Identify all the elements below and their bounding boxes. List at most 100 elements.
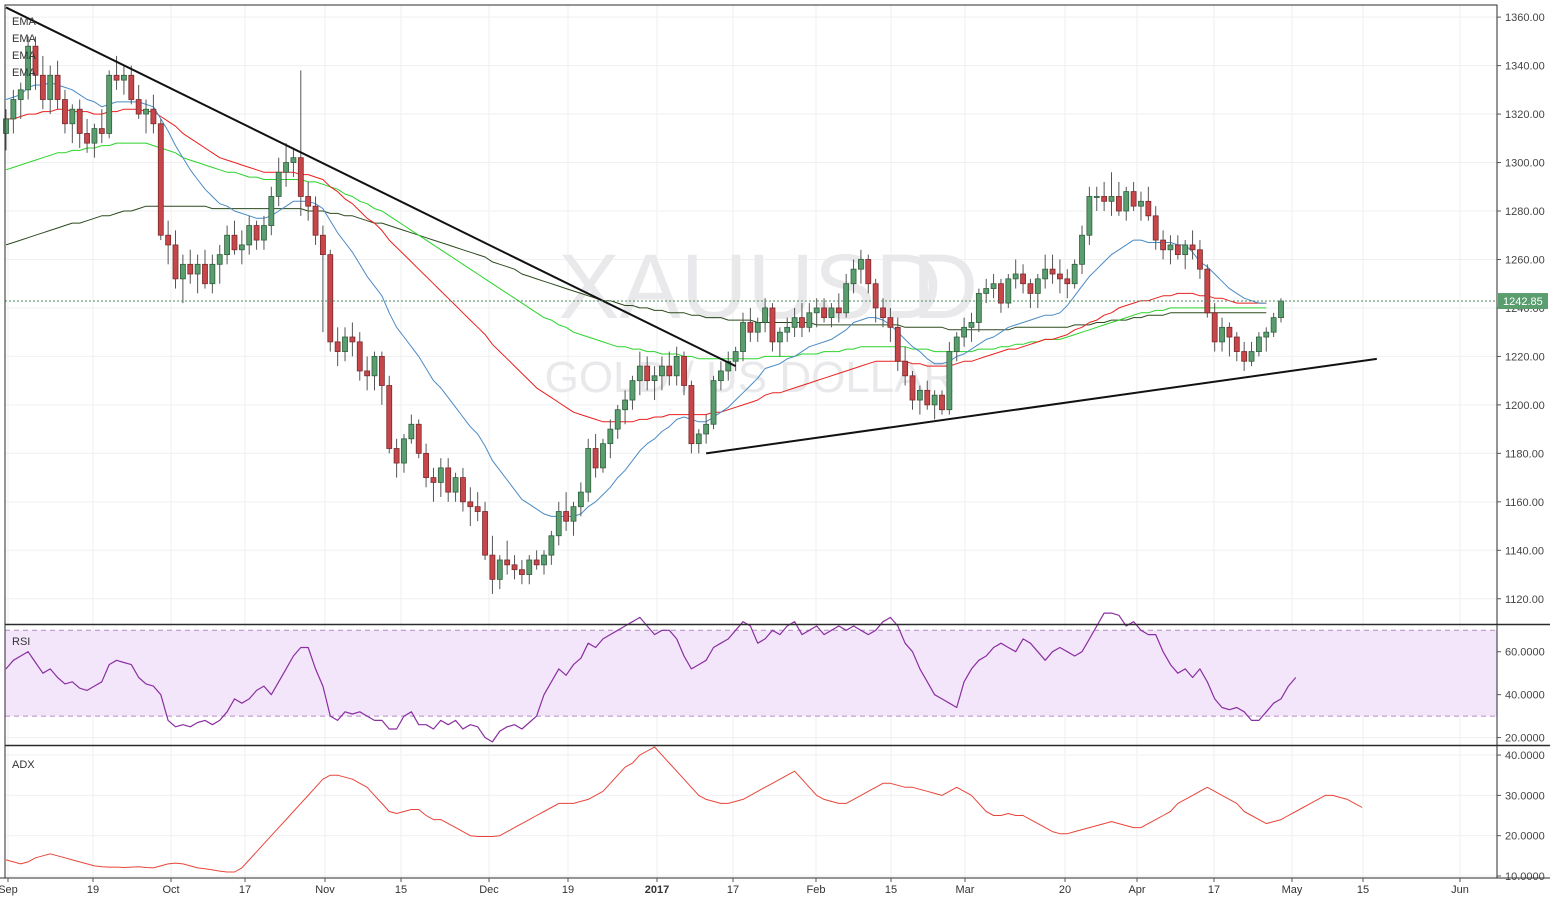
candle [769,303,776,352]
candle [143,99,149,134]
candle [364,356,371,391]
candle-up-body [1270,317,1277,333]
candle-down-body [747,322,754,333]
candle [813,298,820,328]
candle-down-body [1226,326,1233,338]
candle [17,82,24,119]
candle-down-body [76,108,83,134]
candle-down-body [231,234,238,251]
candle-down-body [1204,268,1211,314]
price-y-tick-label: 1180.00 [1505,448,1544,460]
interval-watermark: D [912,236,978,338]
candle-down-body [62,99,68,125]
candle-up-body [275,171,282,197]
candle-up-body [577,491,584,508]
candle [577,482,584,517]
candle [39,55,46,110]
candle [990,274,997,299]
candle [688,380,695,454]
candle-up-body [179,263,186,280]
candle [47,65,54,115]
candle-down-body [165,234,172,246]
x-tick-label: 15 [1357,884,1369,896]
candle [673,346,680,386]
x-tick-label: May [1282,884,1303,896]
candle [880,298,886,328]
candle-up-body [629,380,636,401]
candle-up-body [1079,234,1085,265]
x-tick-label: Nov [315,884,335,896]
price-y-tick-label: 1300.00 [1505,158,1545,170]
x-tick-label: 15 [885,884,897,896]
x-tick-label: Feb [807,884,826,896]
candle [1182,240,1189,270]
adx-y-tick-label: 40.0000 [1505,750,1545,762]
candle [496,555,503,590]
candle-up-body [961,326,967,338]
candle [1115,181,1122,216]
candle-up-body [1248,351,1255,362]
candle-up-body [261,225,267,241]
candle [1123,186,1130,221]
candle [858,249,864,284]
candle [894,317,901,371]
candle-down-body [939,394,945,411]
candle-up-body [106,74,113,134]
x-tick-label: 19 [87,884,99,896]
candle [415,419,422,459]
candle [1197,240,1203,279]
candle [1086,186,1093,245]
adx-y-tick-label: 30.0000 [1505,790,1545,802]
candle-down-body [681,356,687,386]
candle [629,375,636,410]
candle-up-body [3,118,9,134]
candle-down-body [1241,351,1248,362]
candle-up-body [975,292,982,323]
candle [762,298,769,333]
price-y-tick-label: 1140.00 [1505,545,1544,557]
candle-up-body [69,108,76,125]
candle-down-body [592,448,599,469]
candle [1057,259,1063,294]
candle [975,288,982,333]
candle-down-body [519,569,525,575]
candle [776,327,783,357]
candle-down-body [1064,278,1071,285]
candle [747,307,754,342]
candle [1270,312,1277,338]
candle [651,366,658,401]
ema-legend-label: EMA [12,16,37,28]
candle [541,550,547,575]
candle-down-body [54,74,61,100]
candle [916,385,923,415]
candle [231,220,238,255]
candle-up-body [1167,244,1174,251]
candle-up-body [10,99,17,120]
candle-down-body [1211,312,1218,343]
candle [62,89,68,134]
candle [423,443,429,488]
candle-down-body [135,99,142,115]
candle-down-body [415,423,422,454]
x-tick-label: Oct [162,884,179,896]
candle-down-body [113,74,120,81]
candle-up-body [931,394,938,406]
candle [710,375,717,430]
candle-up-body [452,477,459,493]
candle [953,332,960,362]
rsi-band-fill [5,630,1497,717]
trendline [5,6,737,368]
candle-down-body [872,283,879,309]
candle [850,259,857,294]
candle-up-body [1182,244,1189,256]
candle [592,433,599,478]
candle-up-body [813,307,820,314]
ema-legend-label: EMA [12,33,37,45]
candle-down-body [445,467,452,493]
candle [902,346,909,386]
candle [1226,322,1233,357]
candle [555,501,562,546]
candle [1204,264,1211,318]
